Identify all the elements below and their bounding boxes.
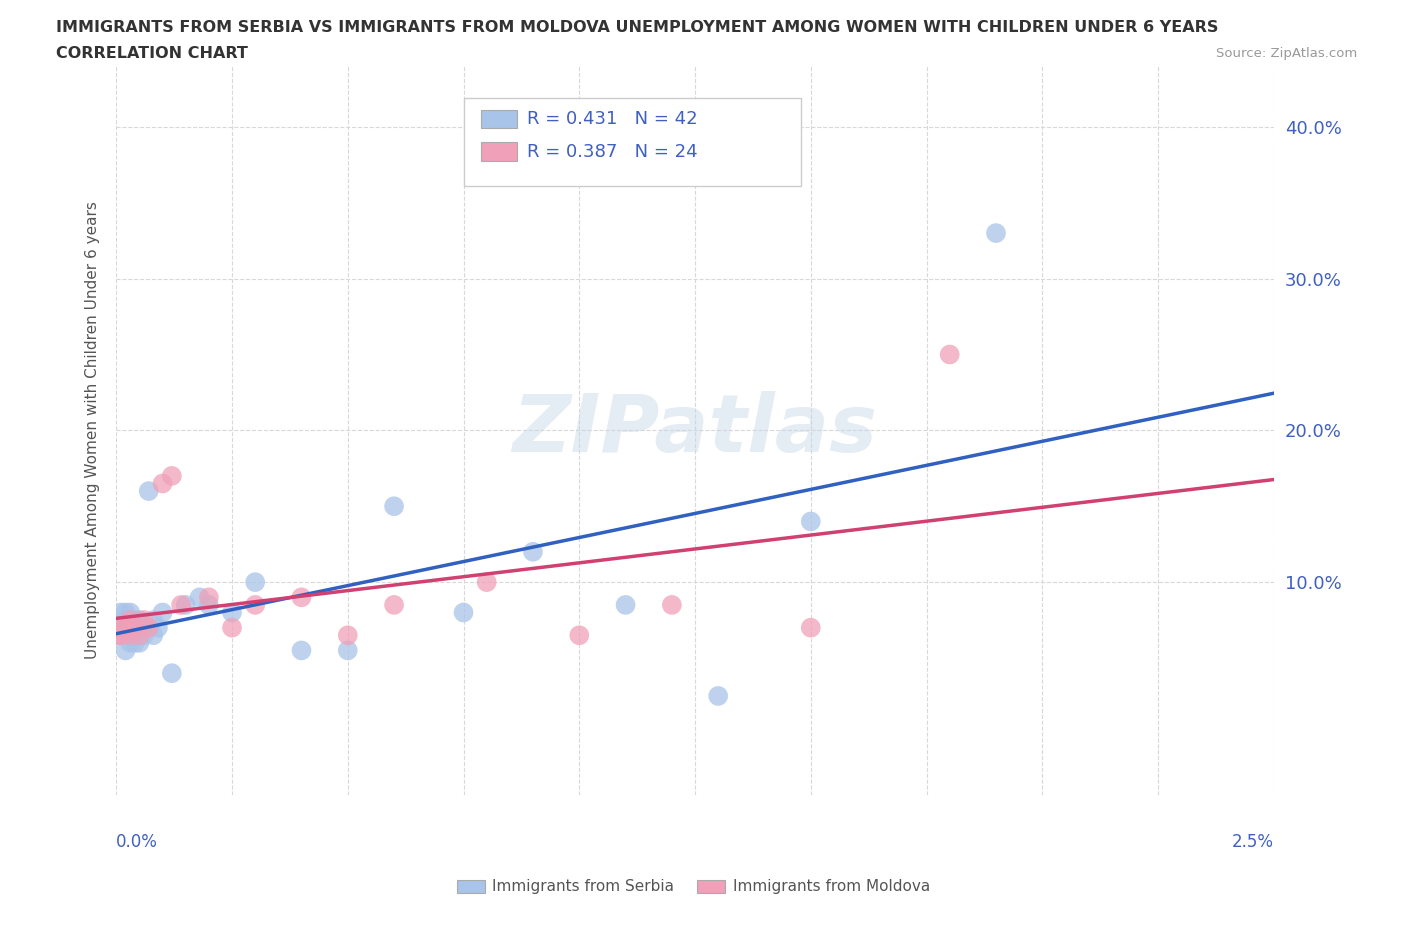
Text: R = 0.387   N = 24: R = 0.387 N = 24 <box>527 142 697 161</box>
Y-axis label: Unemployment Among Women with Children Under 6 years: Unemployment Among Women with Children U… <box>86 202 100 659</box>
Point <box>132 613 155 628</box>
Point <box>120 613 142 628</box>
Text: ZIPatlas: ZIPatlas <box>513 392 877 470</box>
Text: Source: ZipAtlas.com: Source: ZipAtlas.com <box>1216 46 1357 60</box>
Point <box>198 597 221 612</box>
Point <box>475 575 498 590</box>
Point <box>120 628 142 643</box>
Point <box>290 590 312 604</box>
Point <box>568 628 591 643</box>
Point <box>138 620 160 635</box>
Point <box>128 635 150 650</box>
Text: 2.5%: 2.5% <box>1232 832 1274 851</box>
Point <box>107 628 129 643</box>
Point <box>188 590 211 604</box>
Point <box>110 620 132 635</box>
Point <box>142 613 165 628</box>
Point <box>124 613 146 628</box>
Point <box>138 484 160 498</box>
Text: Immigrants from Serbia: Immigrants from Serbia <box>492 879 673 894</box>
Point <box>614 597 637 612</box>
Point <box>800 514 823 529</box>
Point <box>707 688 730 703</box>
Point <box>522 544 544 559</box>
Point <box>124 620 146 635</box>
Point <box>152 476 174 491</box>
Point <box>120 620 142 635</box>
Point <box>110 628 132 643</box>
Point <box>984 226 1007 241</box>
Point <box>221 605 243 620</box>
Point <box>800 620 823 635</box>
Point <box>221 620 243 635</box>
Point <box>120 635 142 650</box>
Point <box>382 597 405 612</box>
Point <box>453 605 475 620</box>
Point <box>152 605 174 620</box>
Point <box>128 628 150 643</box>
Point <box>160 666 183 681</box>
Point <box>128 628 150 643</box>
Text: CORRELATION CHART: CORRELATION CHART <box>56 46 247 61</box>
Text: Immigrants from Moldova: Immigrants from Moldova <box>733 879 929 894</box>
Point <box>128 613 150 628</box>
Point <box>146 620 169 635</box>
Text: R = 0.431   N = 42: R = 0.431 N = 42 <box>527 110 697 128</box>
Point <box>124 628 146 643</box>
Text: IMMIGRANTS FROM SERBIA VS IMMIGRANTS FROM MOLDOVA UNEMPLOYMENT AMONG WOMEN WITH : IMMIGRANTS FROM SERBIA VS IMMIGRANTS FRO… <box>56 20 1219 35</box>
Point <box>198 590 221 604</box>
Point <box>336 628 359 643</box>
Point <box>114 643 136 658</box>
Point <box>120 605 142 620</box>
Point <box>124 635 146 650</box>
Point <box>174 597 197 612</box>
Point <box>661 597 683 612</box>
Point <box>382 498 405 513</box>
Point <box>132 620 155 635</box>
Point <box>243 575 266 590</box>
Text: 0.0%: 0.0% <box>117 832 157 851</box>
Point <box>938 347 960 362</box>
Point <box>114 620 136 635</box>
Point <box>114 613 136 628</box>
Point <box>110 620 132 635</box>
Point <box>160 469 183 484</box>
Point <box>110 605 132 620</box>
Point <box>120 613 142 628</box>
Point <box>336 643 359 658</box>
Point <box>110 628 132 643</box>
Point <box>132 628 155 643</box>
Point <box>170 597 193 612</box>
Point <box>290 643 312 658</box>
Point <box>128 620 150 635</box>
Point <box>114 605 136 620</box>
Point <box>142 628 165 643</box>
Point <box>120 628 142 643</box>
Point <box>124 620 146 635</box>
Point <box>114 620 136 635</box>
Point <box>243 597 266 612</box>
